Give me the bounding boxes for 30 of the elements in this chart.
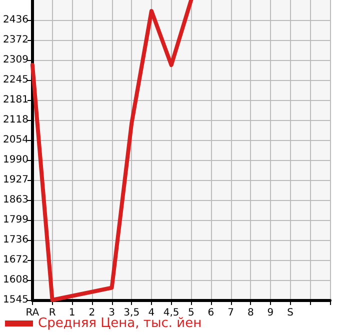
x-tick-label: 1 — [68, 308, 76, 318]
x-tick-label: R — [48, 308, 56, 318]
x-tick-label: 3,5 — [124, 308, 140, 318]
x-tick-label: RA — [26, 308, 40, 318]
y-tick-label: 1799 — [2, 214, 28, 226]
x-tick-label: 8 — [247, 308, 254, 318]
y-tick-label: 2245 — [2, 74, 28, 86]
y-tick-label: 1545 — [2, 294, 28, 306]
x-tick-label: 4 — [148, 308, 155, 318]
y-tick-label: 1990 — [2, 154, 28, 166]
y-tick-label: 2309 — [2, 54, 28, 66]
x-tick-label: 6 — [208, 308, 214, 318]
y-tick-label: 2054 — [2, 134, 28, 146]
y-tick-label: 2372 — [2, 34, 28, 46]
y-tick-label: 1608 — [2, 274, 28, 286]
y-tick-label: 1736 — [2, 234, 28, 246]
y-tick-label: 1927 — [2, 174, 28, 186]
x-tick-label: S — [287, 308, 294, 318]
x-tick-label: 3 — [108, 308, 115, 318]
y-tick-label: 2118 — [2, 114, 28, 126]
x-tick-label: 9 — [267, 308, 274, 318]
y-tick-label: 2181 — [2, 94, 28, 106]
legend-label: Средняя Цена, тыс. йен — [38, 316, 202, 331]
x-tick-label: 5 — [188, 308, 194, 318]
x-tick-label: 2 — [88, 308, 96, 318]
y-tick-label: 2436 — [2, 14, 28, 26]
x-tick-label: 7 — [228, 308, 234, 318]
y-tick-label: 1863 — [2, 194, 28, 206]
y-tick-label: 1672 — [2, 254, 28, 266]
x-tick-label: 4,5 — [163, 308, 180, 318]
